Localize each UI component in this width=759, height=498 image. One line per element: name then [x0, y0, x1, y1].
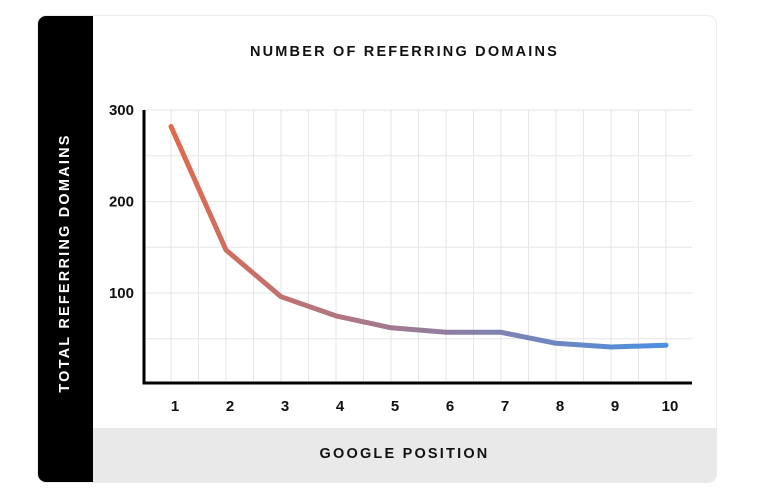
x-tick-label: 10 — [662, 398, 679, 415]
x-tick-label: 2 — [226, 398, 234, 415]
x-axis-label-bar: GOOGLE POSITION — [93, 428, 716, 482]
x-tick-label: 6 — [446, 398, 454, 415]
data-line — [168, 124, 669, 350]
x-tick-label: 4 — [336, 398, 345, 415]
x-tick-label: 8 — [556, 398, 564, 415]
chart-title: NUMBER OF REFERRING DOMAINS — [249, 44, 560, 60]
grid-lines — [144, 109, 692, 383]
x-tick-label: 9 — [611, 398, 619, 415]
x-tick-label: 1 — [171, 398, 179, 415]
chart-card: TOTAL REFERRING DOMAINS NUMBER OF REFERR… — [38, 16, 716, 482]
y-tick-label: 200 — [109, 194, 134, 211]
x-tick-label: 7 — [501, 398, 509, 415]
x-axis-ticks: 1 2 3 4 5 6 7 8 9 10 — [171, 398, 679, 415]
y-axis-ticks: 100 200 300 — [109, 102, 134, 302]
y-tick-label: 300 — [109, 102, 134, 119]
y-axis-label-bar: TOTAL REFERRING DOMAINS — [38, 16, 93, 482]
y-tick-label: 100 — [109, 285, 134, 302]
x-tick-label: 3 — [281, 398, 289, 415]
x-tick-label: 5 — [391, 398, 399, 415]
x-axis-label: GOOGLE POSITION — [319, 446, 490, 462]
